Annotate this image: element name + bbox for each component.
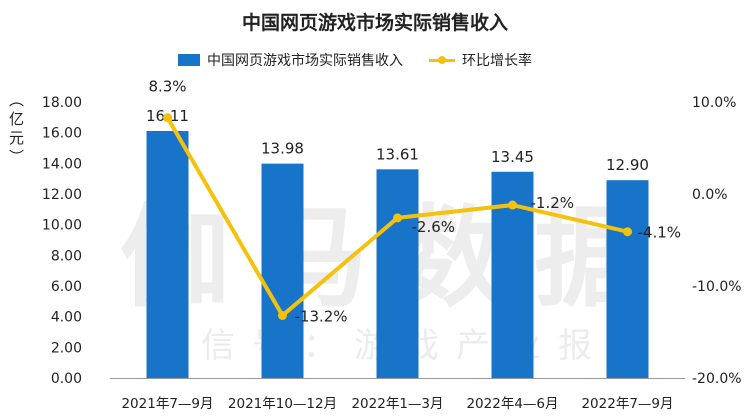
bar-value-label: 13.45 — [491, 148, 534, 166]
bar-value-label: 13.61 — [376, 145, 419, 163]
x-tick-label: 2022年1—3月 — [351, 396, 443, 412]
y-right-tick-label: 10.0% — [692, 95, 736, 111]
bar-value-label: 13.98 — [261, 140, 304, 158]
bar — [606, 180, 649, 378]
growth-value-label: -1.2% — [531, 194, 575, 212]
y-right-tick-label: -10.0% — [692, 279, 742, 295]
legend-line-swatch — [429, 54, 455, 66]
legend-label-revenue: 中国网页游戏市场实际销售收入 — [207, 53, 403, 69]
legend-bar-swatch — [178, 54, 200, 66]
growth-value-label: -13.2% — [295, 307, 348, 325]
growth-point — [278, 310, 287, 320]
y-left-tick-label: 2.00 — [51, 340, 82, 356]
bar-value-label: 12.90 — [606, 156, 649, 174]
y-right-tick-label: -20.0% — [692, 371, 742, 387]
growth-point — [393, 213, 402, 223]
bar — [376, 169, 419, 378]
bar — [261, 163, 304, 378]
y-left-tick-label: 12.00 — [42, 187, 82, 203]
growth-value-label: 8.3% — [148, 78, 186, 96]
y-left-tick-label: 6.00 — [51, 279, 82, 295]
growth-value-label: -4.1% — [638, 224, 682, 242]
bar — [146, 130, 189, 378]
y-axis-label: （亿元） — [7, 92, 25, 168]
legend-item-growth: 环比增长率 — [429, 50, 532, 70]
x-tick-label: 2022年4—6月 — [466, 396, 558, 412]
legend-item-revenue: 中国网页游戏市场实际销售收入 — [178, 50, 403, 70]
x-tick-label: 2021年7—9月 — [121, 396, 213, 412]
y-left-tick-label: 4.00 — [51, 310, 82, 326]
x-tick-label: 2022年7—9月 — [581, 396, 673, 412]
y-right-tick-label: 0.0% — [692, 187, 728, 203]
y-left-tick-label: 10.00 — [42, 218, 82, 234]
legend: 中国网页游戏市场实际销售收入 环比增长率 — [178, 50, 558, 70]
y-left-tick-label: 8.00 — [51, 248, 82, 264]
growth-value-label: -2.6% — [412, 218, 456, 236]
growth-point — [508, 200, 517, 210]
y-left-tick-label: 14.00 — [42, 156, 82, 172]
growth-point — [163, 113, 172, 123]
y-left-tick-label: 18.00 — [42, 95, 82, 111]
y-left-tick-label: 16.00 — [42, 126, 82, 142]
chart-title: 中国网页游戏市场实际销售收入 — [241, 12, 508, 34]
growth-point — [623, 227, 632, 237]
legend-label-growth: 环比增长率 — [462, 53, 532, 69]
x-tick-label: 2021年10—12月 — [228, 396, 337, 412]
y-left-tick-label: 0.00 — [51, 371, 82, 387]
